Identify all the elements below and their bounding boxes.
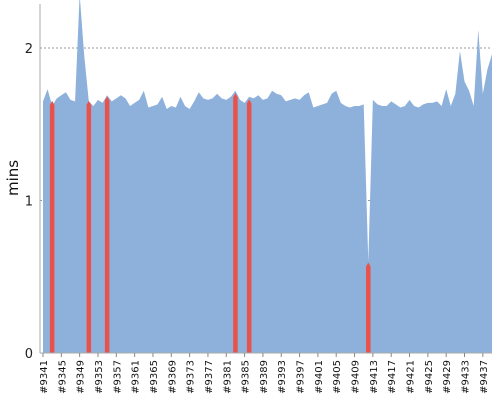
area-fill xyxy=(43,0,492,353)
failure-bar xyxy=(86,100,92,354)
x-tick-label: #9345 xyxy=(57,360,68,394)
failure-bar xyxy=(366,262,371,353)
x-tick-label: #9353 xyxy=(94,360,105,394)
axes xyxy=(39,4,492,357)
failure-bar xyxy=(104,96,110,353)
x-tick-label: #9385 xyxy=(241,360,252,394)
x-tick-label: #9433 xyxy=(461,360,472,394)
x-tick-label: #9369 xyxy=(167,360,178,394)
x-tick-label: #9365 xyxy=(149,360,160,394)
x-tick-label: #9349 xyxy=(76,360,87,394)
failure-bar xyxy=(233,93,238,354)
x-tick-label: #9429 xyxy=(442,360,453,394)
x-tick-label: #9377 xyxy=(204,360,215,394)
area-series xyxy=(43,0,492,353)
failure-bars xyxy=(49,93,371,354)
x-tick-label: #9421 xyxy=(406,360,417,394)
x-tick-label: #9405 xyxy=(332,360,343,394)
x-tick-label: #9409 xyxy=(351,360,362,394)
x-tick-label: #9413 xyxy=(369,360,380,394)
x-tick-label: #9417 xyxy=(387,360,398,394)
y-axis-title: mins xyxy=(4,160,22,196)
x-tick-label: #9397 xyxy=(296,360,307,394)
x-tick-label: #9425 xyxy=(424,360,435,394)
x-tick-label: #9437 xyxy=(479,360,490,394)
y-tick-labels: 0 1 2 xyxy=(25,42,33,362)
y-tick-label: 0 xyxy=(25,347,33,362)
y-tick-label: 2 xyxy=(25,42,33,57)
x-tick-labels: #9341 #9345 #9349 #9353 #9357 #9361 #9365 #9369… xyxy=(39,360,490,394)
x-tick-label: #9373 xyxy=(186,360,197,394)
y-tick-label: 1 xyxy=(25,195,33,210)
x-tick-label: #9381 xyxy=(222,360,233,394)
x-tick-label: #9357 xyxy=(112,360,123,394)
x-tick-label: #9341 xyxy=(39,360,50,394)
failure-bar xyxy=(49,100,55,354)
x-tick-label: #9389 xyxy=(259,360,270,394)
x-tick-label: #9361 xyxy=(131,360,142,394)
failure-bar xyxy=(246,99,252,353)
x-tick-label: #9401 xyxy=(314,360,325,394)
x-tick-label: #9393 xyxy=(277,360,288,394)
